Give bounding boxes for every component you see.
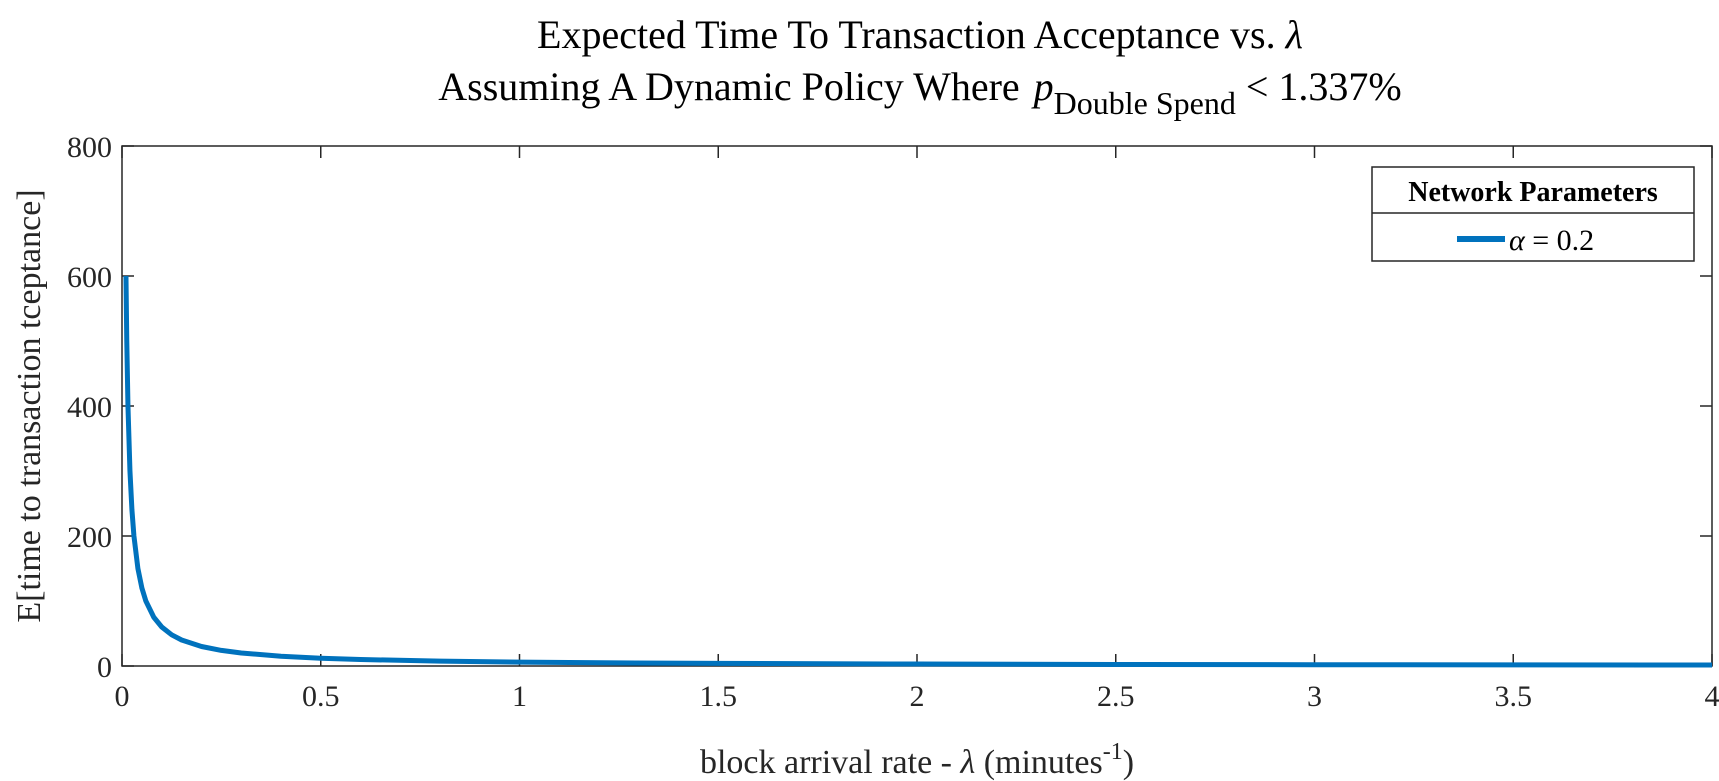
x-tick-label: 3 (1307, 680, 1322, 713)
x-tick-label: 2.5 (1097, 680, 1135, 713)
series-line-alpha-0.2 (123, 275, 1713, 668)
x-tick-label: 3.5 (1495, 680, 1533, 713)
chart-title-line-2: Assuming A Dynamic Policy Where pDouble S… (438, 64, 1402, 121)
x-tick-label: 0 (115, 680, 130, 713)
y-tick-label: 400 (67, 391, 112, 424)
legend-box (1371, 166, 1695, 262)
legend-title: Network Parameters (1408, 177, 1658, 208)
legend: Network Parameters α = 0.2 (1371, 166, 1695, 262)
x-tick-label: 1 (512, 680, 527, 713)
y-tick-label: 200 (67, 521, 112, 554)
legend-entry-label: α = 0.2 (1509, 224, 1594, 257)
x-tick-label: 2 (910, 680, 925, 713)
y-axis-ticks: 0 200 400 600 800 (67, 131, 1712, 684)
y-tick-label: 0 (97, 651, 112, 684)
x-tick-label: 0.5 (302, 680, 340, 713)
x-tick-label: 4 (1705, 680, 1719, 713)
y-axis-label: E[time to transaction tceptance] (11, 189, 48, 622)
chart-title-line-1: Expected Time To Transaction Acceptance … (537, 12, 1303, 57)
x-axis-ticks: 0 0.5 1 1.5 2 2.5 3 3.5 4 (115, 146, 1719, 713)
y-tick-label: 600 (67, 261, 112, 294)
x-axis-label: block arrival rate - λ (minutes-1) (700, 739, 1134, 781)
x-tick-label: 1.5 (700, 680, 738, 713)
y-tick-label: 800 (67, 131, 112, 164)
